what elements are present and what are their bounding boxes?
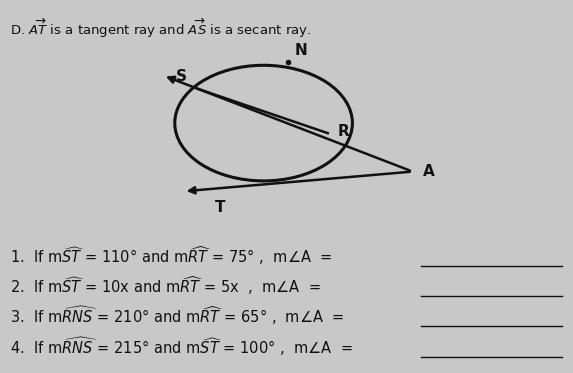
Text: 2.  If m$\widehat{ST}$ = 10x and m$\widehat{RT}$ = 5x  ,  m∠A  =: 2. If m$\widehat{ST}$ = 10x and m$\wideh… bbox=[10, 274, 321, 297]
Text: S: S bbox=[176, 69, 187, 84]
Text: 1.  If m$\widehat{ST}$ = 110° and m$\widehat{RT}$ = 75° ,  m∠A  =: 1. If m$\widehat{ST}$ = 110° and m$\wide… bbox=[10, 244, 332, 267]
Text: R: R bbox=[338, 124, 350, 139]
Text: A: A bbox=[423, 164, 435, 179]
Text: D. $\overrightarrow{AT}$ is a tangent ray and $\overrightarrow{AS}$ is a secant : D. $\overrightarrow{AT}$ is a tangent ra… bbox=[10, 17, 312, 40]
Text: T: T bbox=[215, 200, 226, 215]
Text: 4.  If m$\widehat{RNS}$ = 215° and m$\widehat{ST}$ = 100° ,  m∠A  =: 4. If m$\widehat{RNS}$ = 215° and m$\wid… bbox=[10, 335, 353, 358]
Text: 3.  If m$\widehat{RNS}$ = 210° and m$\widehat{RT}$ = 65° ,  m∠A  =: 3. If m$\widehat{RNS}$ = 210° and m$\wid… bbox=[10, 304, 344, 327]
Text: N: N bbox=[295, 43, 308, 58]
